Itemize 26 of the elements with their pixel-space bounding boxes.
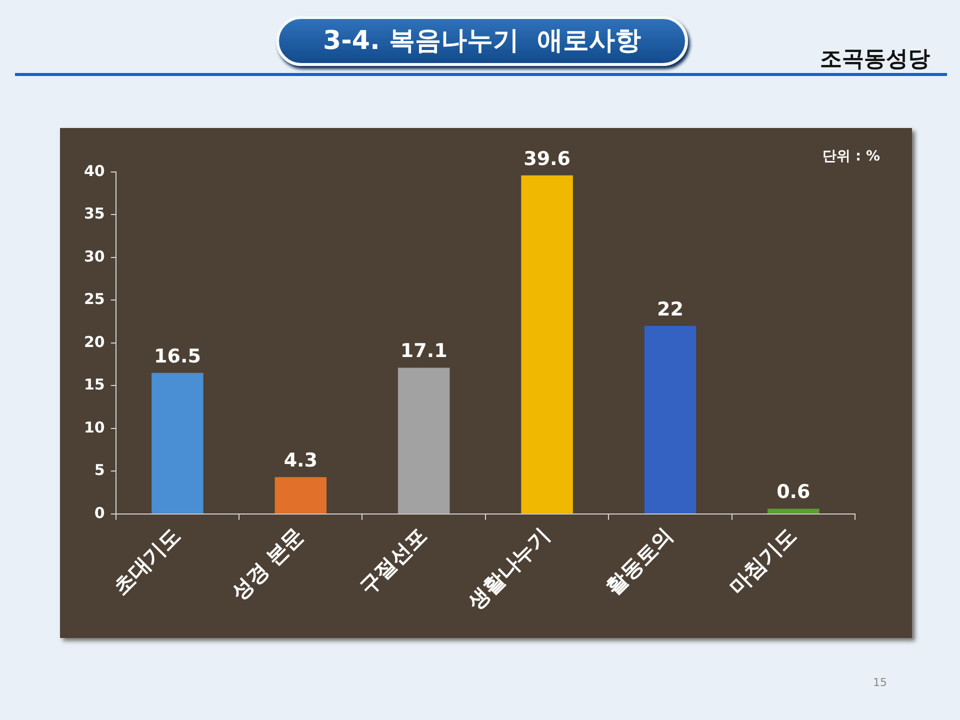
bar bbox=[768, 508, 820, 514]
text: 15 bbox=[872, 676, 888, 689]
y-tick-label: 0 bbox=[94, 504, 105, 522]
bar bbox=[644, 326, 696, 514]
bar bbox=[398, 368, 450, 514]
y-tick-label: 30 bbox=[84, 247, 105, 266]
data-label: 0.6 bbox=[776, 481, 810, 504]
bar bbox=[521, 175, 573, 514]
data-label: 16.5 bbox=[154, 345, 201, 368]
text: 단위 : % bbox=[822, 148, 880, 165]
chart-title: 3-4. 복음나누기 애로사항 bbox=[276, 16, 688, 66]
data-label: 4.3 bbox=[284, 450, 318, 472]
y-tick-label: 10 bbox=[84, 418, 105, 436]
y-tick-label: 25 bbox=[84, 290, 105, 308]
data-label: 22 bbox=[656, 298, 684, 320]
data-label: 17.1 bbox=[400, 340, 448, 362]
bar bbox=[274, 477, 327, 514]
y-tick-label: 5 bbox=[94, 461, 105, 480]
y-tick-label: 20 bbox=[84, 332, 105, 351]
y-tick-label: 35 bbox=[84, 204, 105, 223]
data-label: 39.6 bbox=[524, 148, 570, 170]
y-tick-label: 40 bbox=[84, 162, 105, 180]
y-tick-label: 15 bbox=[84, 376, 105, 394]
x-tick-label: 성경 본문 bbox=[226, 523, 308, 605]
chart-subtitle: 조곡동성당 bbox=[820, 46, 930, 74]
bar bbox=[152, 372, 204, 514]
